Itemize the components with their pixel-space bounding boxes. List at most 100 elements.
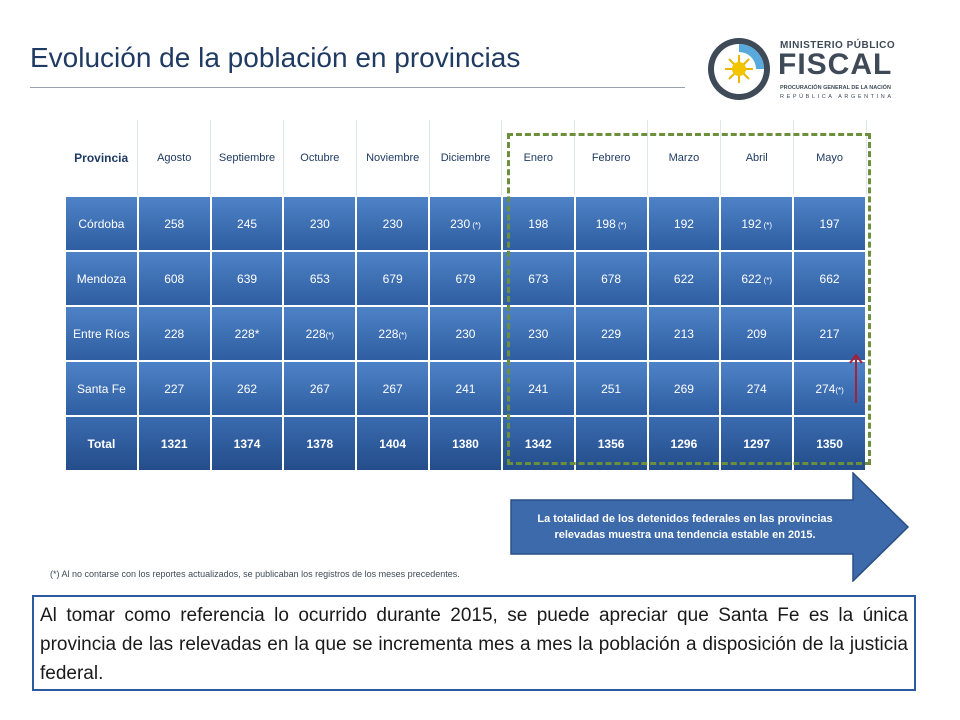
header-month: Febrero: [574, 120, 648, 196]
cell-value: 197: [819, 216, 840, 231]
province-name: Mendoza: [64, 250, 139, 307]
cell-value: 192: [673, 216, 694, 231]
cell-note: (*): [325, 330, 335, 340]
cell-value: 230: [455, 326, 476, 341]
cell-value: 267: [309, 381, 330, 396]
table-cell: 639: [209, 250, 285, 307]
logo-country: REPÚBLICA ARGENTINA: [780, 94, 894, 100]
header-month: Mayo: [793, 120, 867, 196]
total-value: 1321: [136, 415, 212, 472]
table-cell: 230 (*): [428, 195, 503, 252]
table-cell: 192 (*): [719, 195, 795, 252]
cell-value: 228*: [234, 326, 260, 341]
header-provincia: Provincia: [65, 120, 139, 196]
cell-value: 267: [382, 381, 403, 396]
footnote: (*) Al no contarse con los reportes actu…: [50, 569, 460, 579]
table-cell: 198 (*): [573, 195, 649, 252]
cell-note: (*): [835, 385, 844, 395]
table-cell: 213: [646, 305, 722, 362]
header-month: Abril: [720, 120, 794, 196]
cell-note: (*): [470, 220, 481, 230]
cell-value: 258: [164, 216, 185, 231]
table-cell: 209: [719, 305, 795, 362]
table-cell: 230: [282, 195, 358, 252]
summary-box: Al tomar como referencia lo ocurrido dur…: [32, 595, 916, 691]
cell-value: 639: [237, 271, 258, 286]
table-cell: 653: [282, 250, 358, 307]
cell-value: 241: [455, 381, 476, 396]
cell-value: 213: [673, 326, 694, 341]
ministerio-logo: MINISTERIO PÚBLICO FISCAL PROCURACIÓN GE…: [706, 36, 896, 106]
table-cell: 228(*): [355, 305, 431, 362]
cell-value: 622: [741, 271, 762, 286]
cell-note: (*): [761, 220, 773, 230]
table-cell: 274(*): [792, 360, 867, 417]
title-divider: [30, 87, 685, 88]
header-month: Noviembre: [356, 120, 430, 196]
cell-value: 228: [305, 326, 326, 341]
cell-value: 230: [528, 326, 549, 341]
province-name: Córdoba: [64, 195, 139, 252]
cell-value: 251: [601, 381, 622, 396]
cell-value: 227: [164, 381, 185, 396]
table-cell: 245: [209, 195, 285, 252]
table-body: Córdoba 258 245 230 230 230 (*) 198 198 (*) 192 1…: [64, 195, 867, 472]
cell-value: 228: [378, 326, 399, 341]
table-row: Córdoba 258 245 230 230 230 (*) 198 198 (*) 192 1…: [64, 195, 867, 252]
table-cell: 608: [136, 250, 212, 307]
header-month: Agosto: [137, 120, 212, 196]
table-cell: 241: [500, 360, 576, 417]
table-cell: 679: [355, 250, 431, 307]
table-cell: 269: [646, 360, 722, 417]
table-cell: 230: [355, 195, 431, 252]
table-cell: 251: [573, 360, 649, 417]
table-cell: 229: [573, 305, 649, 362]
table-cell: 228*: [209, 305, 285, 362]
total-value: 1350: [792, 415, 867, 472]
header-month: Septiembre: [210, 120, 284, 196]
total-label: Total: [64, 415, 139, 472]
total-value: 1378: [282, 415, 358, 472]
table-cell: 228: [136, 305, 212, 362]
table-cell: 267: [282, 360, 358, 417]
cell-value: 198: [595, 216, 616, 231]
cell-value: 679: [455, 271, 476, 286]
up-arrow-icon: [849, 353, 863, 403]
cell-value: 262: [237, 381, 258, 396]
page-title: Evolución de la población en provincias: [30, 42, 521, 73]
cell-value: 192: [741, 216, 762, 231]
table-cell: 192: [646, 195, 722, 252]
cell-value: 217: [819, 326, 840, 341]
total-value: 1404: [355, 415, 431, 472]
table-cell: 258: [136, 195, 212, 252]
cell-value: 209: [746, 326, 767, 341]
total-row: Total 1321 1374 1378 1404 1380 1342 1356 1296 129…: [64, 415, 867, 472]
header-month: Diciembre: [429, 120, 503, 196]
table-cell: 217: [792, 305, 867, 362]
right-arrow-shape: [510, 472, 910, 582]
table-cell: 622 (*): [719, 250, 795, 307]
total-value: 1374: [209, 415, 285, 472]
cell-value: 653: [309, 271, 330, 286]
cell-value: 662: [819, 271, 840, 286]
cell-value: 230: [309, 216, 330, 231]
table-cell: 262: [209, 360, 285, 417]
cell-value: 229: [601, 326, 622, 341]
population-table: Provincia Agosto Septiembre Octubre Noviembr…: [64, 120, 867, 472]
header-month: Marzo: [647, 120, 721, 196]
cell-value: 269: [673, 381, 694, 396]
cell-value: 198: [528, 216, 549, 231]
table-cell: 274: [719, 360, 795, 417]
cell-value: 673: [528, 271, 549, 286]
total-value: 1380: [428, 415, 503, 472]
table-cell: 622: [646, 250, 722, 307]
cell-value: 622: [673, 271, 694, 286]
table-row: Entre Ríos 228 228* 228(*) 228(*) 230 230 229 21…: [64, 305, 867, 362]
table-row: Mendoza 608 639 653 679 679 673 678 622 622 (*) 66…: [64, 250, 867, 307]
header-month: Octubre: [283, 120, 357, 196]
cell-value: 241: [528, 381, 549, 396]
cell-value: 678: [601, 271, 622, 286]
table-cell: 673: [500, 250, 576, 307]
table-cell: 679: [428, 250, 503, 307]
cell-note: (*): [398, 330, 407, 340]
